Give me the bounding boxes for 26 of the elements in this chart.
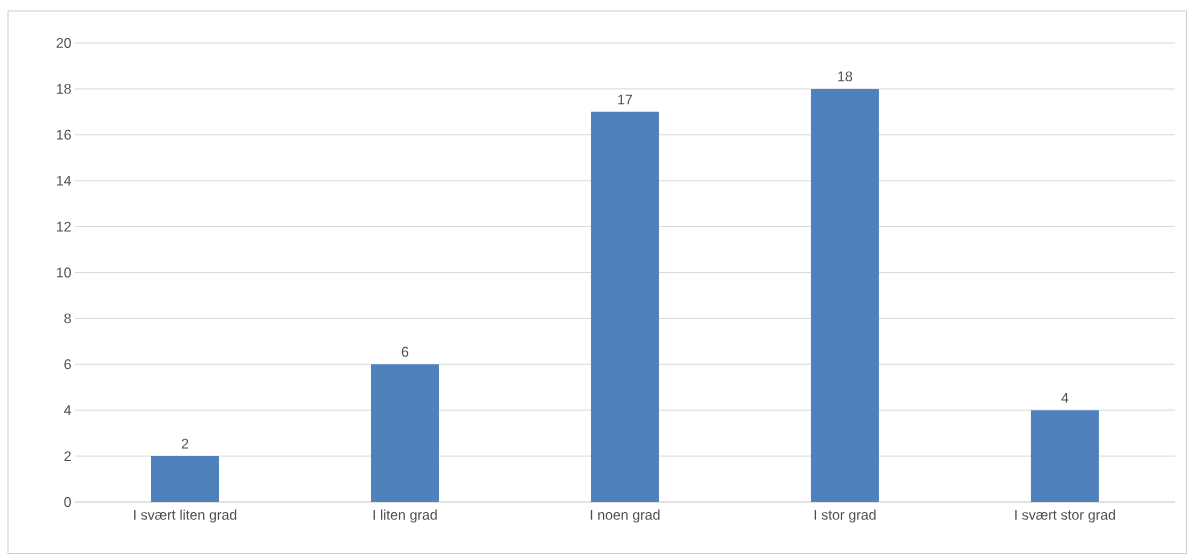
data-label: 2 [181,438,189,449]
y-tick-label: 18 [56,83,71,94]
y-tick-label: 20 [56,38,71,48]
bar [590,111,659,502]
y-tick-label: 0 [64,497,71,507]
y-tick-label: 12 [56,221,71,232]
bar [151,456,219,502]
y-tick-label: 14 [56,175,72,186]
y-tick-label: 4 [64,405,72,415]
data-label: 17 [618,94,633,105]
y-tick-label: 10 [56,267,71,278]
y-tick-label: 6 [64,359,71,370]
x-tick-label: I svært stor grad [1015,509,1115,523]
data-label: 18 [838,71,853,82]
bar [370,364,439,502]
y-tick-label: 2 [64,451,71,461]
x-tick-label: I noen grad [590,509,660,523]
x-tick-label: I stor grad [814,509,876,523]
y-tick-label: 16 [56,129,71,140]
y-tick-label: 8 [64,313,71,324]
x-tick-label: I liten grad [373,509,437,523]
data-label: 4 [1061,393,1069,403]
data-label: 6 [401,346,409,357]
x-tick-label: I svært liten grad [134,509,237,523]
bar [810,88,879,502]
bar [1030,410,1099,502]
